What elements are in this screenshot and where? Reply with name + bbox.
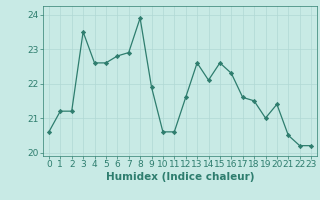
X-axis label: Humidex (Indice chaleur): Humidex (Indice chaleur) <box>106 172 254 182</box>
